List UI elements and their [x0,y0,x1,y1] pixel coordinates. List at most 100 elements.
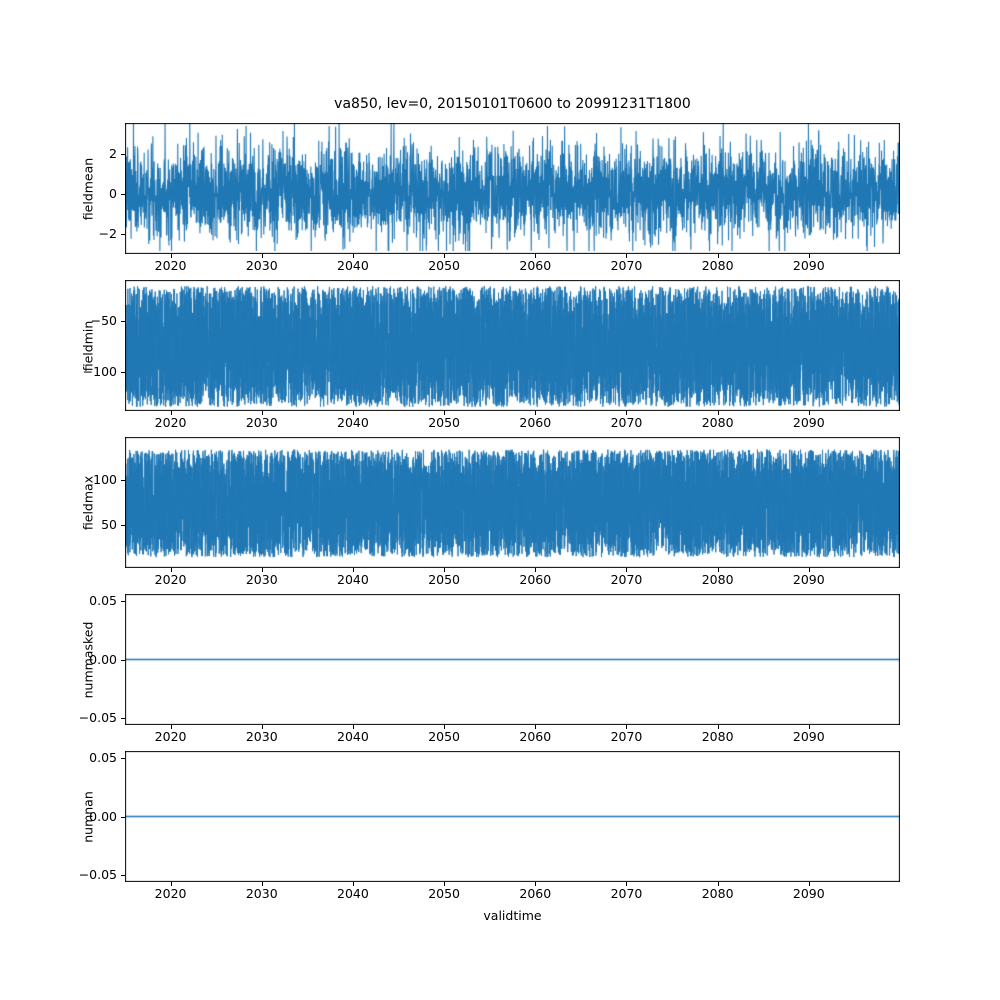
x-tick-mark [444,254,445,258]
x-tick-mark [718,882,719,886]
x-tick-label: 2070 [610,729,643,744]
plot-numnan [125,751,900,882]
x-tick-label: 2040 [337,886,369,901]
x-tick-label: 2030 [245,258,278,273]
x-tick-mark [444,882,445,886]
y-tick-mark [121,154,125,155]
x-tick-mark [809,725,810,729]
x-tick-label: 2020 [154,572,187,587]
x-tick-mark [262,568,263,572]
x-tick-mark [444,568,445,572]
x-tick-mark [535,725,536,729]
x-axis-label: validtime [483,908,542,923]
plot-canvas-numnan [125,751,900,882]
x-tick-mark [171,725,172,729]
y-tick-label: 0 [109,186,117,201]
x-tick-mark [353,882,354,886]
y-tick-label: −0.05 [78,866,117,882]
plot-fieldmin [125,280,900,411]
x-tick-label: 2060 [519,729,552,744]
x-tick-label: 2020 [154,415,187,430]
x-tick-mark [444,411,445,415]
x-tick-mark [626,568,627,572]
y-tick-label: −100 [82,364,117,380]
y-tick-mark [121,758,125,759]
x-tick-label: 2090 [792,415,825,430]
x-tick-label: 2040 [337,729,369,744]
x-tick-mark [353,568,354,572]
x-tick-label: 2040 [337,415,369,430]
x-tick-mark [535,568,536,572]
x-tick-mark [171,882,172,886]
x-tick-mark [262,725,263,729]
y-tick-label: 0.05 [89,593,117,609]
x-tick-mark [626,254,627,258]
x-tick-label: 2040 [337,258,369,273]
x-tick-label: 2020 [154,729,187,744]
x-tick-label: 2040 [337,572,369,587]
x-tick-label: 2030 [245,886,278,901]
x-tick-label: 2030 [245,572,278,587]
plot-canvas-nummasked [125,594,900,725]
x-tick-label: 2060 [519,258,552,273]
x-tick-mark [262,882,263,886]
y-tick-mark [121,875,125,876]
y-tick-mark [121,525,125,526]
y-tick-label: 0.00 [89,651,117,667]
x-tick-label: 2070 [610,572,643,587]
y-tick-label: −2 [98,226,117,241]
x-tick-mark [718,568,719,572]
x-tick-label: 2060 [519,886,552,901]
y-tick-mark [121,194,125,195]
x-tick-label: 2090 [792,258,825,273]
plot-fieldmax [125,437,900,568]
x-tick-label: 2090 [792,886,825,901]
x-tick-mark [353,725,354,729]
x-tick-label: 2070 [610,258,643,273]
plot-fieldmean [125,123,900,254]
plot-canvas-fieldmean [125,123,900,254]
x-tick-mark [353,254,354,258]
x-tick-mark [718,254,719,258]
plot-canvas-fieldmax [125,437,900,568]
y-tick-mark [121,372,125,373]
x-tick-label: 2090 [792,729,825,744]
x-tick-mark [353,411,354,415]
x-tick-mark [535,411,536,415]
y-tick-mark [121,321,125,322]
chart-title: va850, lev=0, 20150101T0600 to 20991231T… [334,96,691,112]
x-tick-label: 2070 [610,415,643,430]
x-tick-label: 2060 [519,415,552,430]
y-tick-label: −0.05 [78,709,117,725]
x-tick-mark [171,568,172,572]
y-tick-mark [121,234,125,235]
x-tick-mark [262,254,263,258]
x-tick-label: 2080 [701,729,734,744]
x-tick-label: 2050 [428,415,461,430]
y-tick-label: 0.05 [89,750,117,766]
y-tick-label: 0.00 [89,808,117,824]
x-tick-label: 2020 [154,258,187,273]
x-tick-label: 2050 [428,572,461,587]
y-tick-label: 100 [93,472,117,488]
x-tick-mark [626,411,627,415]
x-tick-label: 2050 [428,258,461,273]
x-tick-label: 2030 [245,729,278,744]
x-tick-mark [262,411,263,415]
x-tick-mark [809,254,810,258]
x-tick-mark [718,725,719,729]
x-tick-label: 2060 [519,572,552,587]
x-tick-mark [171,254,172,258]
x-tick-label: 2080 [701,415,734,430]
x-tick-mark [444,725,445,729]
x-tick-label: 2020 [154,886,187,901]
plot-nummasked [125,594,900,725]
x-tick-label: 2080 [701,886,734,901]
x-tick-label: 2050 [428,729,461,744]
x-tick-mark [718,411,719,415]
y-tick-label: 2 [109,146,117,161]
y-tick-mark [121,480,125,481]
x-tick-mark [535,254,536,258]
x-tick-mark [809,882,810,886]
